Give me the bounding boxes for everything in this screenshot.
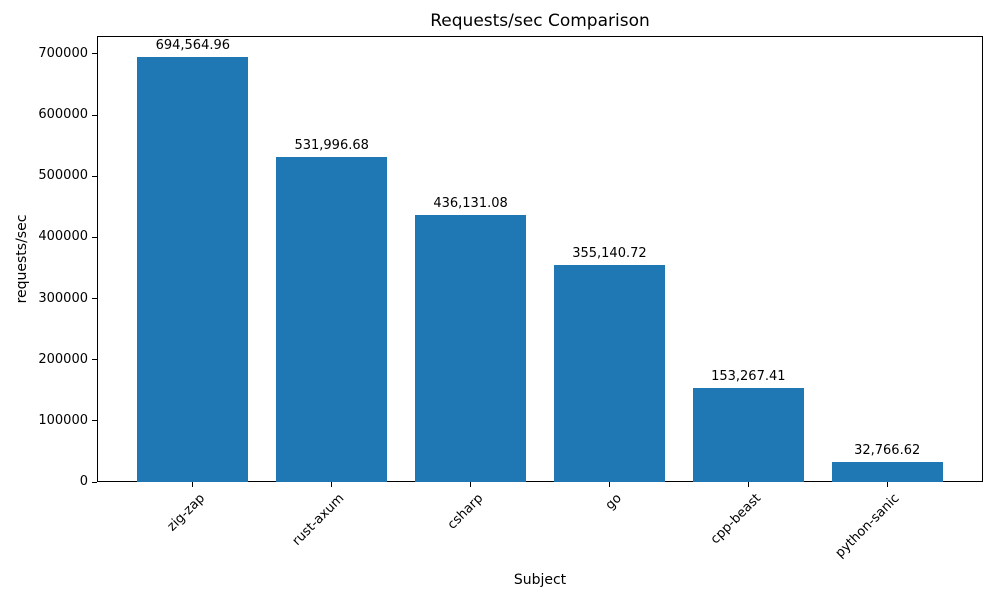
y-tick-label: 0	[79, 474, 88, 489]
y-tick-mark	[92, 236, 97, 238]
bar-value-label: 531,996.68	[294, 137, 369, 153]
y-tick-label: 300000	[38, 290, 88, 306]
x-tick-label: csharp	[444, 491, 487, 533]
bar	[831, 461, 943, 482]
y-tick-mark	[92, 359, 97, 361]
bar	[276, 156, 388, 482]
x-tick-label: zig-zap	[165, 491, 209, 535]
x-tick-label: python-sanic	[832, 491, 903, 561]
y-tick-label: 600000	[38, 107, 88, 123]
y-tick-label: 200000	[38, 351, 88, 367]
y-tick-mark	[92, 53, 97, 55]
chart-title: Requests/sec Comparison	[430, 11, 650, 31]
x-tick-label: rust-axum	[289, 491, 348, 549]
y-tick-mark	[92, 114, 97, 116]
bar	[415, 215, 527, 482]
x-tick-mark	[192, 482, 194, 487]
bar	[692, 388, 804, 482]
x-tick-mark	[886, 482, 888, 487]
bar-value-label: 153,267.41	[711, 369, 786, 385]
y-tick-label: 400000	[38, 229, 88, 245]
y-tick-mark	[92, 175, 97, 177]
x-tick-mark	[608, 482, 610, 487]
x-tick-mark	[331, 482, 333, 487]
bar	[553, 264, 665, 482]
x-tick-label: go	[602, 491, 626, 514]
x-tick-mark	[470, 482, 472, 487]
y-tick-mark	[92, 420, 97, 422]
bar-value-label: 355,140.72	[572, 245, 647, 261]
x-tick-mark	[747, 482, 749, 487]
y-tick-label: 700000	[38, 45, 88, 61]
y-tick-mark	[92, 298, 97, 300]
x-axis-label: Subject	[513, 572, 567, 588]
bar-value-label: 436,131.08	[433, 196, 508, 212]
bar	[137, 57, 249, 482]
bar-value-label: 32,766.62	[854, 442, 921, 458]
y-tick-label: 500000	[38, 168, 88, 184]
x-tick-label: cpp-beast	[707, 491, 764, 548]
bar-value-label: 694,564.96	[155, 38, 231, 54]
y-tick-label: 100000	[38, 412, 88, 428]
y-tick-mark	[92, 481, 97, 483]
